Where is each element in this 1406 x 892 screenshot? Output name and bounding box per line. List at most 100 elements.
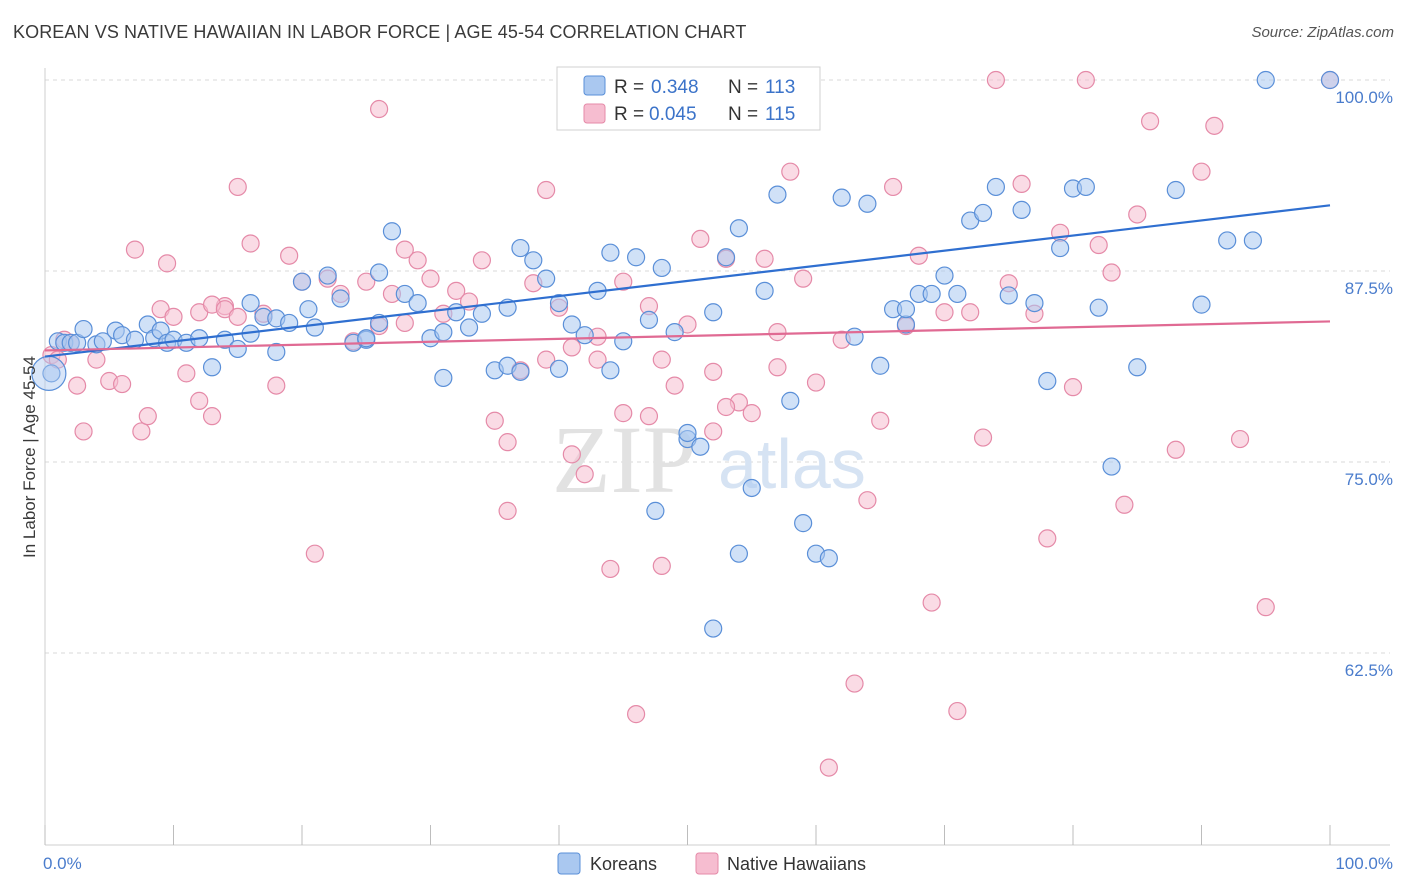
korean-point [626, 248, 646, 267]
x-tick-labels: 0.0% 100.0% [43, 854, 1393, 873]
korean-point [742, 478, 761, 498]
hawaiian-point [742, 404, 761, 423]
korean-point [562, 315, 581, 334]
hawaiian-point [614, 272, 633, 291]
hawaiian-point [1115, 495, 1134, 514]
korean-point [524, 251, 543, 270]
hawaiian-point [498, 501, 517, 520]
hawaiian-point [1140, 112, 1160, 131]
hawaiian-point [228, 307, 247, 326]
hawaiian-point [858, 491, 877, 510]
hawaiian-point [1256, 598, 1275, 617]
hawaiian-point [652, 350, 671, 369]
legend: R = 0.348 N = 113 R = 0.045 N = 115 [556, 66, 821, 131]
axes [44, 68, 1390, 846]
legend-r-label-koreans: R = [614, 77, 644, 98]
hawaiian-point [1102, 263, 1121, 282]
korean-point [318, 266, 337, 285]
bottom-legend-koreans: Koreans [590, 854, 657, 874]
hawaiian-point [1063, 378, 1083, 397]
korean-point [691, 437, 710, 456]
y-tick-label: 75.0% [1345, 470, 1393, 489]
hawaiian-point [1205, 116, 1224, 135]
korean-point [768, 185, 787, 204]
korean-point [646, 501, 665, 520]
hawaiian-point [537, 180, 556, 200]
korean-point [845, 327, 864, 346]
hawaiian-point [395, 313, 414, 333]
korean-point [267, 342, 286, 362]
korean-point [434, 368, 453, 388]
korean-point [1166, 180, 1185, 200]
hawaiian-point [986, 70, 1006, 90]
hawaiian-point [691, 229, 710, 249]
watermark: ZIP atlas [552, 406, 866, 513]
hawaiian-point [112, 374, 132, 394]
korean-point [1256, 70, 1275, 90]
hawaiian-point [357, 272, 376, 291]
korean-point [1320, 70, 1340, 90]
legend-swatch-koreans [583, 75, 606, 96]
hawaiian-point [909, 246, 928, 265]
y-axis-label: In Labor Force | Age 45-54 [20, 356, 39, 558]
hawaiian-point [716, 397, 736, 417]
korean-point [948, 284, 967, 304]
hawaiian-point [768, 358, 787, 377]
series-koreans [31, 70, 1340, 638]
korean-point [447, 303, 466, 322]
korean-point [794, 514, 813, 533]
trend-lines [44, 204, 1331, 358]
korean-point [370, 263, 389, 282]
y-tick-label: 100.0% [1335, 88, 1393, 107]
korean-point [42, 364, 61, 383]
legend-swatch-hawaiians [583, 103, 606, 124]
bottom-legend-swatch-koreans [557, 852, 581, 875]
korean-point [1038, 371, 1057, 391]
hawaiian-point [755, 249, 774, 268]
korean-point [819, 549, 838, 568]
korean-point [408, 293, 427, 313]
korean-point [896, 300, 916, 319]
hawaiian-point [241, 234, 260, 253]
hawaiian-point [138, 407, 157, 426]
series-native-hawaiians [42, 70, 1340, 777]
korean-point [1128, 358, 1147, 377]
korean-point [1051, 238, 1070, 258]
korean-point [678, 423, 697, 443]
korean-point [1102, 457, 1121, 476]
hawaiian-point [665, 376, 684, 395]
hawaiian-point [68, 376, 87, 395]
korean-point [601, 243, 620, 262]
korean-point [832, 188, 851, 207]
korean-point [601, 361, 620, 380]
hawaiian-point [132, 422, 151, 441]
korean-point [858, 194, 877, 213]
korean-point [1076, 177, 1095, 197]
bottom-legend-swatch-hawaiians [695, 852, 719, 875]
legend-n-value-hawaiians: 115 [765, 104, 795, 125]
korean-point [459, 318, 479, 337]
korean-point [228, 339, 247, 359]
hawaiian-point [575, 465, 594, 484]
hawaiian-point [922, 593, 941, 612]
hawaiian-point [1076, 70, 1095, 90]
hawaiian-point [626, 705, 646, 724]
hawaiian-point [588, 350, 607, 369]
korean-point [755, 281, 774, 300]
hawaiian-point [794, 269, 813, 288]
hawaiian-point [1166, 440, 1185, 459]
hawaiian-point [935, 303, 954, 322]
hawaiian-point [87, 350, 106, 369]
hawaiian-point [562, 445, 581, 464]
hawaiian-point [845, 674, 864, 693]
korean-point [434, 323, 453, 342]
hawaiian-point [164, 307, 183, 326]
korean-point [871, 356, 890, 375]
korean-point [999, 286, 1018, 305]
hawaiian-point [370, 99, 389, 119]
korean-point [729, 219, 749, 238]
hawaiian-point [948, 701, 967, 721]
legend-n-value-koreans: 113 [765, 77, 795, 98]
legend-n-label-koreans: N = [728, 77, 758, 98]
hawaiian-point [280, 246, 299, 265]
